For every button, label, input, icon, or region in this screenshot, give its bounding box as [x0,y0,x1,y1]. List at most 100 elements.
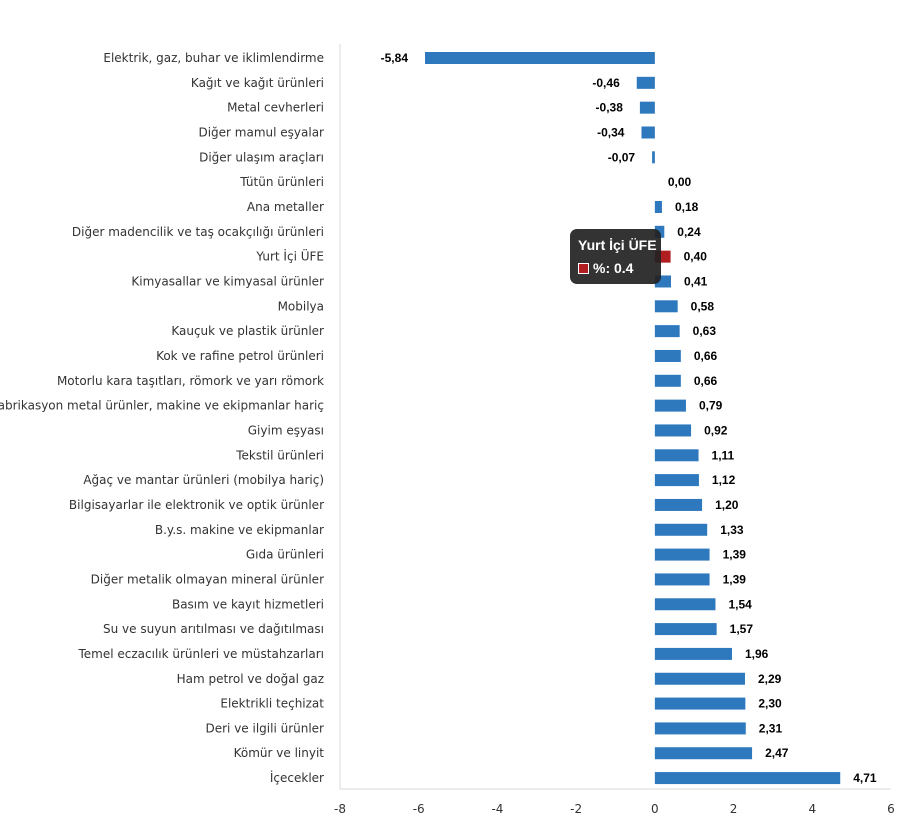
category-label: Kimyasallar ve kimyasal ürünler [131,274,324,288]
bar[interactable] [639,101,655,114]
data-label: -0,38 [596,101,624,115]
category-label: Motorlu kara taşıtları, römork ve yarı r… [57,374,324,388]
tooltip-value: %: 0.4 [593,260,634,276]
data-label: 0,66 [694,374,718,388]
category-label: Elektrikli teçhizat [220,697,324,711]
category-label: Tekstil ürünleri [235,448,324,462]
data-label: 2,31 [759,721,783,735]
x-tick-label: 2 [730,802,738,816]
category-label: Ana metaller [247,200,324,214]
data-label: -0,46 [592,76,620,90]
data-label: 1,39 [723,548,747,562]
category-label: Bilgisayarlar ile elektronik ve optik ür… [69,498,324,512]
bar[interactable] [654,349,681,362]
bar[interactable] [654,474,699,487]
category-label: Diğer metalik olmayan mineral ürünler [91,572,324,586]
category-label: Kok ve rafine petrol ürünleri [156,349,324,363]
category-label: Elektrik, gaz, buhar ve iklimlendirme [103,51,324,65]
bar[interactable] [654,523,708,536]
data-label: 0,63 [693,324,717,338]
chart-tooltip: Yurt İçi ÜFE %: 0.4 [570,229,661,284]
category-label: B.y.s. makine ve ekipmanlar [155,523,324,537]
category-label: Gıda ürünleri [246,548,324,562]
data-label: 0,58 [691,299,715,313]
bar[interactable] [654,647,732,660]
bar[interactable] [654,548,710,561]
bar[interactable] [654,623,717,636]
bar[interactable] [636,76,655,89]
x-tick-label: 0 [651,802,659,816]
category-label: Mobilya [278,299,324,313]
data-label: 1,39 [723,572,747,586]
category-label: İçecekler [270,770,324,785]
category-label: Kauçuk ve plastik ürünler [171,324,324,338]
bar[interactable] [654,747,753,760]
bar[interactable] [654,573,710,586]
bar[interactable] [654,498,703,511]
category-label: Diğer madencilik ve taş ocakçılığı ürünl… [72,225,324,239]
category-label: Yurt İçi ÜFE [255,248,324,264]
bar[interactable] [641,126,655,139]
x-tick-label: -6 [413,802,425,816]
data-label: 0,24 [677,225,701,239]
data-label: 0,40 [684,250,708,264]
x-tick-label: -4 [491,802,503,816]
category-label: Giyim eşyası [248,423,324,437]
x-tick-label: 4 [808,802,816,816]
data-label: 1,11 [712,448,735,462]
data-label: 0,79 [699,399,723,413]
category-label: Fabrikasyon metal ürünler, makine ve eki… [0,399,324,413]
bar[interactable] [654,722,746,735]
data-label: 1,54 [728,597,752,611]
data-label: -0,07 [608,150,636,164]
bar[interactable] [654,399,686,412]
data-label: 0,41 [684,274,708,288]
category-label: Metal cevherleri [227,101,324,115]
bar[interactable] [652,151,655,164]
bar[interactable] [654,598,716,611]
bar[interactable] [654,449,699,462]
data-label: 1,12 [712,473,736,487]
category-label: Ham petrol ve doğal gaz [177,672,324,686]
x-tick-label: -2 [570,802,582,816]
tooltip-value-row: %: 0.4 [578,260,653,276]
bar[interactable] [654,424,692,437]
x-tick-label: -8 [334,802,346,816]
category-label: Ağaç ve mantar ürünleri (mobilya hariç) [83,473,324,487]
category-label: Temel eczacılık ürünleri ve müstahzarlar… [78,647,325,661]
bar[interactable] [654,325,680,338]
x-tick-label: 6 [887,802,895,816]
tooltip-swatch [578,262,589,274]
data-label: 2,47 [765,746,789,760]
data-label: -5,84 [381,51,409,65]
tooltip-title: Yurt İçi ÜFE [578,237,657,253]
bar[interactable] [654,200,662,213]
data-label: 0,66 [694,349,718,363]
data-label: -0,34 [597,125,625,139]
category-label: Basım ve kayıt hizmetleri [172,597,324,611]
category-label: Kağıt ve kağıt ürünleri [191,76,324,90]
data-label: 0,00 [668,175,692,189]
category-label: Deri ve ilgili ürünler [205,721,324,735]
category-label: Tütün ürünleri [239,175,324,189]
data-label: 1,20 [715,498,739,512]
bar[interactable] [654,672,745,685]
bar[interactable] [654,697,746,710]
data-label: 1,57 [730,622,754,636]
category-label: Diğer mamul eşyalar [198,125,324,139]
data-label: 2,30 [758,697,782,711]
bar[interactable] [654,772,841,785]
data-label: 2,29 [758,672,782,686]
data-label: 1,33 [720,523,744,537]
bar[interactable] [425,52,655,64]
category-label: Su ve suyun arıtılması ve dağıtılması [103,622,324,636]
category-label: Diğer ulaşım araçları [199,150,324,164]
bar[interactable] [654,374,681,387]
data-label: 0,92 [704,423,728,437]
data-label: 0,18 [675,200,699,214]
category-label: Kömür ve linyit [234,746,325,760]
data-label: 1,96 [745,647,769,661]
bar[interactable] [654,300,678,313]
data-label: 4,71 [853,771,877,785]
